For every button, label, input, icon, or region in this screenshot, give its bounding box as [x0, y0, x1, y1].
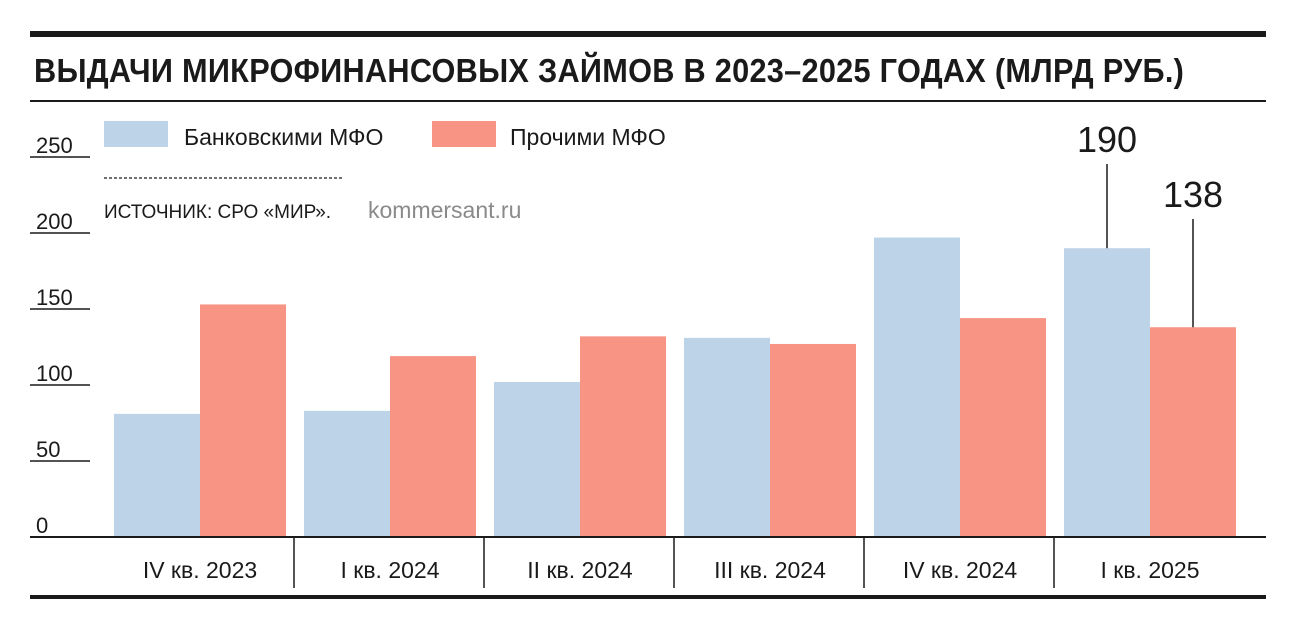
y-tick-label: 250	[36, 133, 73, 158]
x-tick-label: IV кв. 2024	[903, 557, 1018, 583]
bar-bank-mfo	[114, 413, 200, 537]
bar-bank-mfo	[494, 381, 580, 537]
y-tick-label: 0	[36, 513, 48, 538]
legend-label-other-mfo: Прочими МФО	[510, 124, 666, 150]
legend-swatch-bank-mfo	[104, 121, 168, 147]
x-tick-label: IV кв. 2023	[143, 557, 257, 583]
bar-bank-mfo	[684, 337, 770, 537]
bar-bank-mfo	[1064, 248, 1150, 537]
bar-bank-mfo	[304, 410, 390, 537]
x-tick-label: II кв. 2024	[527, 557, 633, 583]
y-tick-label: 150	[36, 285, 73, 310]
data-label-190: 190	[1077, 119, 1137, 160]
bar-other-mfo	[580, 336, 666, 537]
source-note: ИСТОЧНИК: СРО «МИР».	[104, 202, 331, 223]
bar-other-mfo	[770, 343, 856, 537]
bar-other-mfo	[200, 304, 286, 537]
chart-title: ВЫДАЧИ МИКРОФИНАНСОВЫХ ЗАЙМОВ В 2023–202…	[34, 52, 1185, 89]
x-tick-label: I кв. 2025	[1100, 557, 1199, 583]
title-underline	[30, 100, 1266, 102]
bar-bank-mfo	[874, 237, 960, 537]
top-rule	[30, 31, 1266, 37]
y-tick-label: 200	[36, 209, 73, 234]
x-tick-label: III кв. 2024	[714, 557, 826, 583]
bar-other-mfo	[960, 318, 1046, 537]
data-label-138: 138	[1163, 174, 1223, 215]
bar-other-mfo	[390, 356, 476, 537]
y-tick-label: 100	[36, 361, 73, 386]
bottom-rule	[30, 595, 1266, 599]
y-tick-label: 50	[36, 437, 60, 462]
x-tick-label: I кв. 2024	[340, 557, 439, 583]
legend-label-bank-mfo: Банковскими МФО	[184, 124, 383, 150]
bar-other-mfo	[1150, 327, 1236, 537]
watermark: kommersant.ru	[368, 197, 521, 223]
legend-swatch-other-mfo	[432, 121, 496, 147]
